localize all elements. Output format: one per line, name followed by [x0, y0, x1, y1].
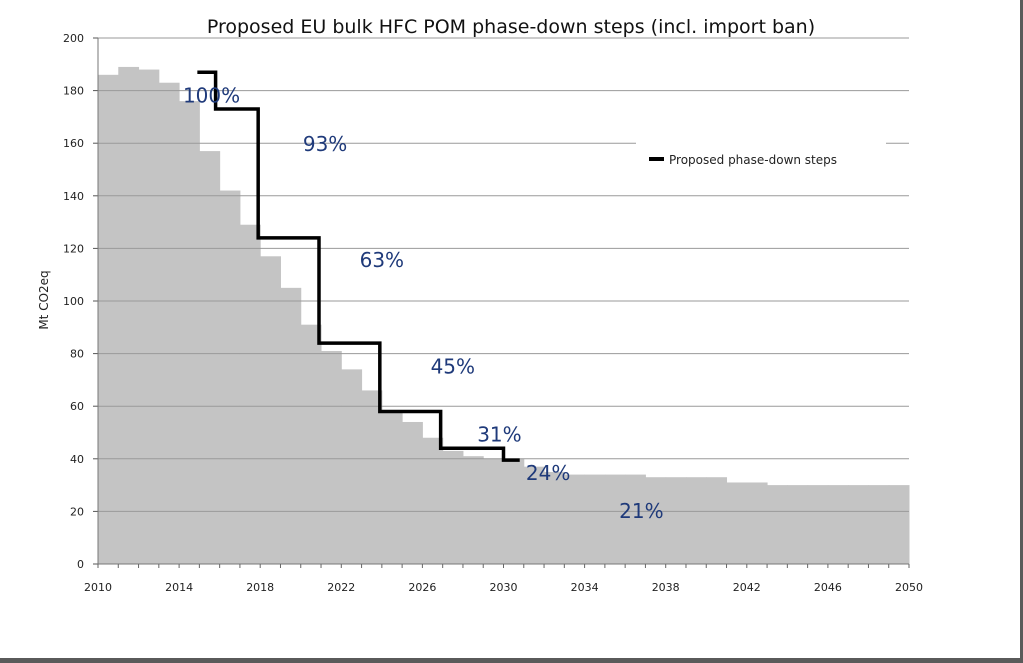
area-bar-2026: [422, 437, 444, 564]
area-bar-2013: [158, 82, 180, 565]
area-bar-2042: [746, 482, 768, 564]
x-tick-label-2022: 2022: [327, 581, 355, 594]
chart-title: Proposed EU bulk HFC POM phase-down step…: [207, 16, 815, 38]
y-tick-label-180: 180: [63, 85, 84, 98]
y-tick-label-160: 160: [63, 137, 84, 150]
x-tick-label-2026: 2026: [408, 581, 436, 594]
area-bar-2024: [381, 411, 403, 564]
x-tick-label-2014: 2014: [165, 581, 193, 594]
x-tick-label-2034: 2034: [571, 581, 599, 594]
area-bar-2040: [706, 477, 728, 564]
area-bar-2045: [807, 485, 829, 564]
area-bar-2010: [98, 74, 119, 564]
area-bar-2018: [260, 256, 281, 564]
area-bar-2044: [787, 485, 809, 564]
x-tick-label-2046: 2046: [814, 581, 842, 594]
y-tick-label-80: 80: [70, 348, 84, 361]
area-bar-2041: [726, 482, 748, 564]
area-bar-2017: [239, 224, 261, 565]
area-bar-2025: [402, 421, 423, 564]
phase-down-percent-label: 100%: [183, 83, 240, 107]
area-bar-2019: [280, 287, 302, 564]
area-bar-2043: [767, 485, 788, 564]
area-bar-2014: [179, 101, 200, 565]
area-bar-2012: [138, 69, 160, 564]
phase-down-percent-label: 24%: [526, 461, 570, 485]
y-axis-label: Mt CO2eq: [37, 270, 51, 329]
phase-down-percent-label: 21%: [619, 499, 663, 523]
phase-down-percent-label: 93%: [303, 132, 347, 156]
y-tick-label-200: 200: [63, 32, 84, 45]
phase-down-percent-label: 45%: [431, 354, 475, 378]
area-bar-2020: [300, 324, 322, 564]
x-tick-label-2030: 2030: [490, 581, 518, 594]
phase-down-percent-label: 63%: [360, 248, 404, 272]
area-bar-2047: [848, 485, 869, 564]
x-tick-label-2018: 2018: [246, 581, 274, 594]
area-bar-2034: [584, 474, 606, 564]
area-bar-2015: [199, 151, 221, 564]
area-bar-2028: [462, 456, 484, 564]
area-bar-2032: [544, 471, 565, 564]
area-bar-2039: [685, 477, 707, 564]
y-tick-label-20: 20: [70, 505, 84, 518]
x-tick-label-2010: 2010: [84, 581, 112, 594]
area-bar-2022: [341, 369, 363, 564]
y-tick-label-40: 40: [70, 453, 84, 466]
area-bar-2023: [361, 390, 383, 564]
area-bar-2021: [321, 350, 342, 564]
legend-box: [636, 135, 886, 173]
y-tick-label-120: 120: [63, 242, 84, 255]
area-bar-2016: [219, 190, 241, 565]
phase-down-step-line: [197, 70, 520, 462]
area-bar-2033: [564, 474, 586, 564]
area-bar-2046: [827, 485, 849, 564]
area-bar-2011: [118, 66, 140, 565]
area-bar-2049: [888, 485, 910, 564]
y-tick-label-140: 140: [63, 190, 84, 203]
y-tick-label-100: 100: [63, 295, 84, 308]
area-bar-2036: [625, 474, 646, 564]
area-bar-2038: [665, 477, 687, 564]
x-tick-label-2038: 2038: [652, 581, 680, 594]
area-bar-2035: [604, 474, 626, 564]
x-tick-label-2042: 2042: [733, 581, 761, 594]
area-bar-2048: [868, 485, 890, 564]
phase-down-percent-label: 31%: [477, 423, 521, 447]
area-bar-2031: [523, 466, 545, 564]
area-bar-2037: [645, 477, 667, 564]
x-tick-label-2050: 2050: [895, 581, 923, 594]
y-tick-label-0: 0: [77, 558, 84, 571]
legend-label: Proposed phase-down steps: [669, 153, 837, 167]
y-tick-label-60: 60: [70, 400, 84, 413]
area-bar-2027: [442, 450, 464, 564]
